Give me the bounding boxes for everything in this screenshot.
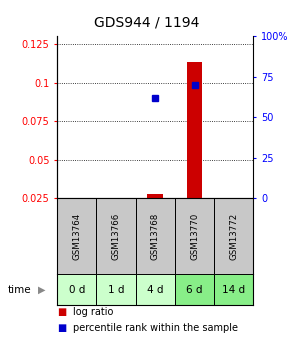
Text: 4 d: 4 d (147, 285, 163, 295)
Text: time: time (7, 285, 31, 295)
FancyBboxPatch shape (214, 274, 253, 305)
Text: GSM13772: GSM13772 (229, 213, 238, 260)
Text: GSM13766: GSM13766 (112, 213, 120, 260)
FancyBboxPatch shape (57, 198, 96, 274)
Bar (187, 62, 202, 198)
Text: log ratio: log ratio (73, 307, 114, 317)
Text: ■: ■ (57, 307, 67, 317)
Text: ■: ■ (57, 323, 67, 333)
Text: 6 d: 6 d (186, 285, 203, 295)
Bar (147, 194, 163, 198)
Text: 14 d: 14 d (222, 285, 245, 295)
FancyBboxPatch shape (175, 274, 214, 305)
FancyBboxPatch shape (96, 274, 136, 305)
Text: GSM13768: GSM13768 (151, 213, 160, 260)
FancyBboxPatch shape (136, 198, 175, 274)
Text: 1 d: 1 d (108, 285, 124, 295)
Text: GSM13764: GSM13764 (72, 213, 81, 260)
FancyBboxPatch shape (175, 198, 214, 274)
FancyBboxPatch shape (96, 198, 136, 274)
Text: ▶: ▶ (38, 285, 46, 295)
FancyBboxPatch shape (214, 198, 253, 274)
Text: 0 d: 0 d (69, 285, 85, 295)
FancyBboxPatch shape (57, 274, 96, 305)
Text: GSM13770: GSM13770 (190, 213, 199, 260)
FancyBboxPatch shape (136, 274, 175, 305)
Text: percentile rank within the sample: percentile rank within the sample (73, 323, 238, 333)
Text: GDS944 / 1194: GDS944 / 1194 (94, 16, 199, 30)
